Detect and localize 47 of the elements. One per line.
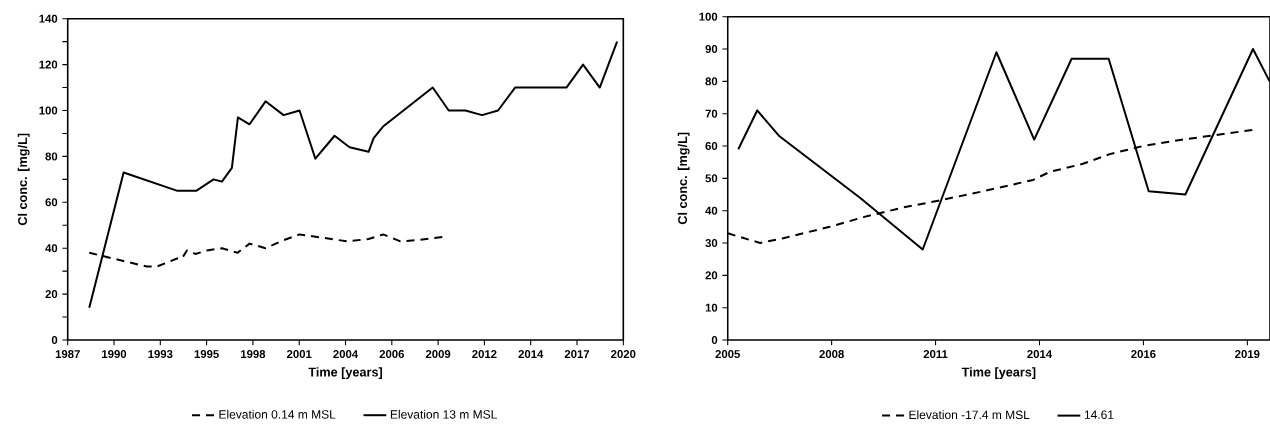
y-axis-title: Cl conc. [mg/L] <box>677 132 690 225</box>
y-tick-label: 20 <box>705 271 718 280</box>
legend-label: Elevation 0.14 m MSL <box>219 409 336 419</box>
x-axis-title: Time [years] <box>961 367 1036 380</box>
line-series <box>88 40 619 309</box>
y-tick-label: 40 <box>45 244 58 253</box>
y-tick-label: 20 <box>45 290 58 299</box>
y-tick-label: 30 <box>705 239 718 248</box>
x-tick-label: 2006 <box>379 350 405 359</box>
x-tick-label: 2020 <box>611 350 636 359</box>
x-tick-label: 2012 <box>472 350 497 359</box>
x-tick-label: 1998 <box>241 350 266 359</box>
y-tick-label: 10 <box>705 303 718 312</box>
x-tick-label: 1990 <box>102 350 127 359</box>
x-tick-label: 2016 <box>1131 350 1156 359</box>
x-tick-label: 2009 <box>425 350 451 359</box>
y-tick-label: 100 <box>699 12 718 21</box>
y-tick-label: 140 <box>39 14 58 23</box>
legend-label: 14.61 <box>1084 410 1114 419</box>
y-tick-label: 90 <box>705 45 718 54</box>
x-tick-label: 1987 <box>55 350 80 359</box>
y-tick-label: 80 <box>45 152 58 161</box>
x-axis-title: Time [years] <box>308 367 382 380</box>
x-tick-label: 2008 <box>819 350 844 359</box>
y-tick-label: 80 <box>705 77 718 86</box>
x-tick-label: 2001 <box>287 350 312 359</box>
x-tick-label: 2014 <box>1027 350 1053 359</box>
x-tick-label: 2005 <box>715 350 740 359</box>
legend-label: Elevation -17.4 m MSL <box>909 410 1030 420</box>
x-tick-label: 2004 <box>333 350 359 359</box>
y-tick-label: 120 <box>39 60 58 69</box>
y-tick-label: 0 <box>711 336 718 345</box>
x-tick-label: 1995 <box>194 350 219 359</box>
y-tick-label: 50 <box>705 174 718 183</box>
y-tick-label: 60 <box>45 198 58 207</box>
legend-label: Elevation 13 m MSL <box>390 409 497 419</box>
y-tick-label: 70 <box>705 109 718 118</box>
y-tick-label: 100 <box>39 106 58 115</box>
x-tick-label: 2017 <box>564 350 590 359</box>
y-axis-title: Cl conc. [mg/L] <box>17 133 30 226</box>
x-tick-label: 2014 <box>518 350 544 359</box>
y-tick-label: 40 <box>705 206 718 215</box>
y-tick-label: 60 <box>705 142 718 151</box>
x-tick-label: 1993 <box>148 350 173 359</box>
x-tick-label: 2011 <box>923 350 948 359</box>
x-tick-label: 2019 <box>1235 350 1260 359</box>
y-tick-label: 0 <box>51 336 58 345</box>
